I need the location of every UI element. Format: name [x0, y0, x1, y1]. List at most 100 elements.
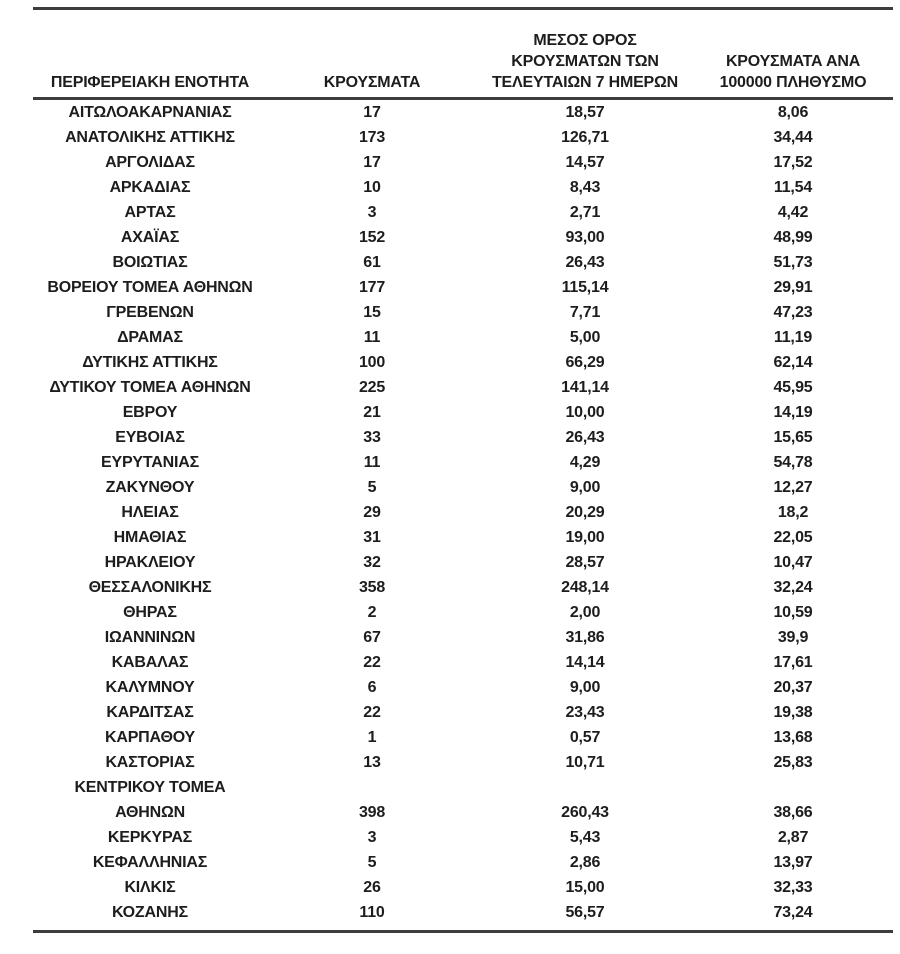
cases-cell: 33	[363, 429, 381, 446]
avg7-cell: 26,43	[565, 254, 605, 271]
per100k-cell: 14,19	[773, 404, 813, 421]
cases-cell: 26	[363, 879, 381, 896]
per100k-cell: 62,14	[773, 354, 813, 371]
region-cell: ΑΡΤΑΣ	[124, 204, 176, 221]
region-cell: ΖΑΚΥΝΘΟΥ	[105, 479, 195, 496]
regional-cases-table-container: ΠΕΡΙΦΕΡΕΙΑΚΗ ΕΝΟΤΗΤΑ ΚΡΟΥΣΜΑΤΑ ΜΕΣΟΣ ΟΡΟ…	[33, 7, 893, 933]
avg7-cell: 2,71	[569, 204, 601, 221]
region-cell: ΗΜΑΘΙΑΣ	[113, 529, 187, 546]
per100k-cell: 10,47	[773, 554, 813, 571]
table-header: ΠΕΡΙΦΕΡΕΙΑΚΗ ΕΝΟΤΗΤΑ ΚΡΟΥΣΜΑΤΑ ΜΕΣΟΣ ΟΡΟ…	[33, 8, 893, 100]
header-cases: ΚΡΟΥΣΜΑΤΑ	[267, 8, 477, 100]
table-row: ΒΟΙΩΤΙΑΣ 61 26,43 51,73	[33, 250, 893, 275]
per100k-cell: 19,38	[773, 704, 813, 721]
avg7-cell: 31,86	[565, 629, 605, 646]
header-region: ΠΕΡΙΦΕΡΕΙΑΚΗ ΕΝΟΤΗΤΑ	[33, 8, 267, 100]
avg7-cell: 2,00	[569, 604, 601, 621]
table-row: ΚΙΛΚΙΣ 26 15,00 32,33	[33, 875, 893, 900]
per100k-cell: 45,95	[773, 379, 813, 396]
cases-cell: 398	[358, 804, 386, 821]
per100k-cell: 32,24	[773, 579, 813, 596]
per100k-cell: 38,66	[773, 804, 813, 821]
cases-cell: 22	[363, 704, 381, 721]
regional-cases-table: ΠΕΡΙΦΕΡΕΙΑΚΗ ΕΝΟΤΗΤΑ ΚΡΟΥΣΜΑΤΑ ΜΕΣΟΣ ΟΡΟ…	[33, 7, 893, 933]
avg7-cell: 56,57	[565, 904, 605, 921]
table-row: ΗΜΑΘΙΑΣ 31 19,00 22,05	[33, 525, 893, 550]
per100k-cell: 39,9	[777, 629, 809, 646]
avg7-cell: 115,14	[561, 279, 609, 296]
cases-cell: 31	[363, 529, 381, 546]
avg7-cell: 141,14	[561, 379, 609, 396]
cases-cell: 225	[358, 379, 386, 396]
table-row: ΓΡΕΒΕΝΩΝ 15 7,71 47,23	[33, 300, 893, 325]
table-row: ΑΡΚΑΔΙΑΣ 10 8,43 11,54	[33, 175, 893, 200]
header-avg7-line1: ΜΕΣΟΣ ΟΡΟΣ	[533, 32, 637, 49]
table-row: ΘΕΣΣΑΛΟΝΙΚΗΣ 358 248,14 32,24	[33, 575, 893, 600]
region-cell: ΑΙΤΩΛΟΑΚΑΡΝΑΝΙΑΣ	[68, 104, 232, 121]
per100k-cell: 48,99	[773, 229, 813, 246]
cases-cell: 3	[367, 829, 377, 846]
cases-cell: 3	[367, 204, 377, 221]
cases-cell: 61	[363, 254, 381, 271]
avg7-cell: 9,00	[569, 479, 601, 496]
per100k-cell: 11,19	[773, 329, 813, 346]
table-row: ΚΑΡΠΑΘΟΥ 1 0,57 13,68	[33, 725, 893, 750]
region-cell: ΔΡΑΜΑΣ	[117, 329, 183, 346]
per100k-cell: 25,83	[773, 754, 813, 771]
region-cell: ΚΟΖΑΝΗΣ	[112, 904, 188, 921]
cases-cell: 2	[367, 604, 377, 621]
cases-cell: 11	[363, 329, 381, 346]
region-cell: ΚΑΒΑΛΑΣ	[111, 654, 189, 671]
header-per100k: ΚΡΟΥΣΜΑΤΑ ΑΝΑ 100000 ΠΛΗΘΥΣΜΟ	[693, 8, 893, 100]
per100k-cell: 17,52	[773, 154, 813, 171]
table-row: ΘΗΡΑΣ 2 2,00 10,59	[33, 600, 893, 625]
table-row: ΙΩΑΝΝΙΝΩΝ 67 31,86 39,9	[33, 625, 893, 650]
table-row: ΚΑΛΥΜΝΟΥ 6 9,00 20,37	[33, 675, 893, 700]
region-cell: ΕΒΡΟΥ	[122, 404, 178, 421]
header-row: ΠΕΡΙΦΕΡΕΙΑΚΗ ΕΝΟΤΗΤΑ ΚΡΟΥΣΜΑΤΑ ΜΕΣΟΣ ΟΡΟ…	[33, 8, 893, 100]
cases-cell: 67	[363, 629, 381, 646]
per100k-cell: 47,23	[773, 304, 813, 321]
cases-cell: 177	[358, 279, 386, 296]
per100k-cell: 15,65	[773, 429, 813, 446]
header-avg7-line3: ΤΕΛΕΥΤΑΙΩΝ 7 ΗΜΕΡΩΝ	[491, 74, 679, 91]
table-row: ΑΡΤΑΣ 3 2,71 4,42	[33, 200, 893, 225]
avg7-cell: 23,43	[565, 704, 605, 721]
cases-cell: 21	[363, 404, 381, 421]
region-cell: ΚΕΦΑΛΛΗΝΙΑΣ	[92, 854, 208, 871]
header-avg7: ΜΕΣΟΣ ΟΡΟΣ ΚΡΟΥΣΜΑΤΩΝ ΤΩΝ ΤΕΛΕΥΤΑΙΩΝ 7 Η…	[477, 8, 693, 100]
region-cell: ΕΥΡΥΤΑΝΙΑΣ	[101, 454, 199, 471]
table-row: ΚΟΖΑΝΗΣ 110 56,57 73,24	[33, 900, 893, 932]
region-cell: ΕΥΒΟΙΑΣ	[115, 429, 185, 446]
region-cell: ΑΝΑΤΟΛΙΚΗΣ ΑΤΤΙΚΗΣ	[65, 129, 235, 146]
cases-cell: 15	[363, 304, 381, 321]
avg7-cell: 9,00	[569, 679, 601, 696]
region-cell: ΘΕΣΣΑΛΟΝΙΚΗΣ	[88, 579, 212, 596]
region-cell: ΗΛΕΙΑΣ	[121, 504, 179, 521]
region-cell: ΗΡΑΚΛΕΙΟΥ	[104, 554, 196, 571]
region-cell: ΙΩΑΝΝΙΝΩΝ	[104, 629, 196, 646]
cases-cell: 22	[363, 654, 381, 671]
avg7-cell: 14,57	[565, 154, 605, 171]
table-row: ΚΑΣΤΟΡΙΑΣ 13 10,71 25,83	[33, 750, 893, 775]
header-per100k-line2: 100000 ΠΛΗΘΥΣΜΟ	[719, 74, 867, 91]
per100k-cell: 8,06	[777, 104, 809, 121]
header-cases-label: ΚΡΟΥΣΜΑΤΑ	[323, 74, 421, 91]
region-cell: ΚΑΛΥΜΝΟΥ	[105, 679, 195, 696]
per100k-cell: 51,73	[773, 254, 813, 271]
region-cell: ΔΥΤΙΚΟΥ ΤΟΜΕΑ ΑΘΗΝΩΝ	[49, 379, 251, 396]
per100k-cell: 73,24	[773, 904, 813, 921]
avg7-cell: 14,14	[565, 654, 605, 671]
per100k-cell: 22,05	[773, 529, 813, 546]
avg7-cell: 20,29	[565, 504, 605, 521]
cases-cell: 110	[359, 904, 385, 921]
cases-cell: 173	[358, 129, 386, 146]
avg7-cell: 7,71	[569, 304, 601, 321]
cases-cell: 358	[358, 579, 386, 596]
cases-cell: 32	[363, 554, 381, 571]
cases-cell: 5	[367, 854, 377, 871]
per100k-cell: 4,42	[777, 204, 809, 221]
avg7-cell: 28,57	[565, 554, 605, 571]
cases-cell: 17	[363, 154, 381, 171]
